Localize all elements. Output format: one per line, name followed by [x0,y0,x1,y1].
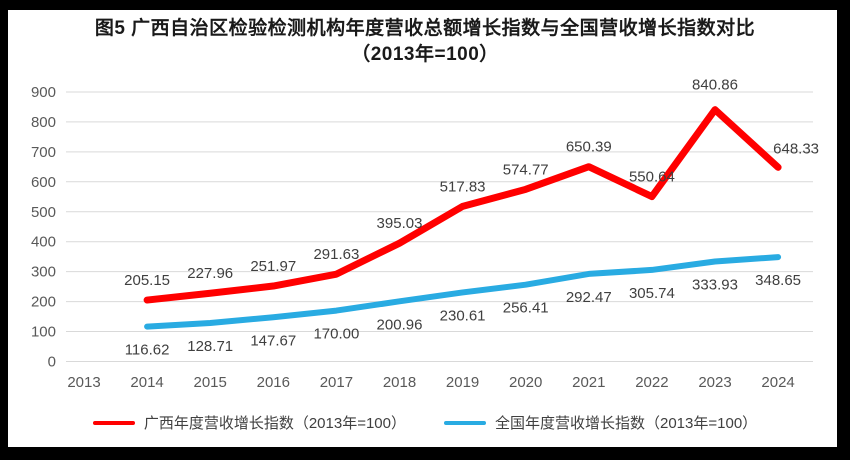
data-point-label: 650.39 [566,139,612,156]
x-axis-tick-label: 2020 [509,374,542,391]
legend-item-guangxi: 广西年度营收增长指数（2013年=100） [92,412,406,433]
legend-item-national: 全国年度营收增长指数（2013年=100） [444,412,757,433]
x-axis-tick-label: 2013 [67,374,100,391]
legend-line-swatch-blue [444,420,486,425]
legend-line-swatch-red [92,420,135,425]
data-point-label: 333.93 [692,276,738,293]
x-axis-tick-label: 2022 [635,374,668,391]
data-point-label: 574.77 [503,161,549,178]
x-axis-tick-label: 2019 [446,374,479,391]
data-point-label: 550.64 [629,169,675,186]
data-point-label: 147.67 [250,332,296,349]
chart-title: 图5 广西自治区检验检测机构年度营收总额增长指数与全国营收增长指数对比（2013… [94,18,756,65]
data-point-label: 227.96 [187,265,233,282]
data-point-label: 230.61 [440,307,486,324]
x-axis-tick-label: 2018 [383,374,416,391]
x-axis-tick-label: 2024 [761,374,794,391]
y-axis-tick-label: 800 [31,114,56,131]
y-axis-tick-label: 200 [31,294,56,311]
data-point-label: 200.96 [377,316,423,333]
data-point-label: 205.15 [124,272,170,289]
legend: 广西年度营收增长指数（2013年=100） 全国年度营收增长指数（2013年=1… [0,412,850,433]
legend-label-guangxi: 广西年度营收增长指数（2013年=100） [143,415,406,432]
data-point-label: 348.65 [755,272,801,289]
data-point-label: 128.71 [187,338,233,355]
data-point-label: 251.97 [250,258,296,275]
data-point-label: 170.00 [313,326,359,343]
y-axis-tick-label: 600 [31,174,56,191]
y-axis-tick-label: 400 [31,234,56,251]
x-axis-tick-label: 2023 [698,374,731,391]
y-axis-tick-label: 100 [31,324,56,341]
series-line-guangxi [143,106,782,304]
x-axis-tick-label: 2021 [572,374,605,391]
data-point-label: 256.41 [503,300,549,317]
data-point-label: 395.03 [377,215,423,232]
y-axis-tick-label: 300 [31,264,56,281]
data-point-label: 305.74 [629,285,675,302]
x-axis-tick-label: 2017 [320,374,353,391]
x-axis-tick-label: 2014 [130,374,163,391]
y-axis-tick-label: 900 [31,84,56,101]
data-point-label: 648.33 [773,140,819,157]
data-point-label: 517.83 [440,178,486,195]
data-point-label: 840.86 [692,77,738,94]
y-axis-tick-label: 0 [48,354,56,371]
legend-label-national: 全国年度营收增长指数（2013年=100） [495,415,758,432]
y-axis-tick-label: 500 [31,204,56,221]
x-axis-tick-label: 2016 [257,374,290,391]
data-point-label: 291.63 [313,246,359,263]
y-axis-tick-label: 700 [31,144,56,161]
data-point-label: 116.62 [125,342,170,359]
series-line-national [144,254,782,330]
x-axis-tick-label: 2015 [194,374,227,391]
data-point-label: 292.47 [566,289,612,306]
